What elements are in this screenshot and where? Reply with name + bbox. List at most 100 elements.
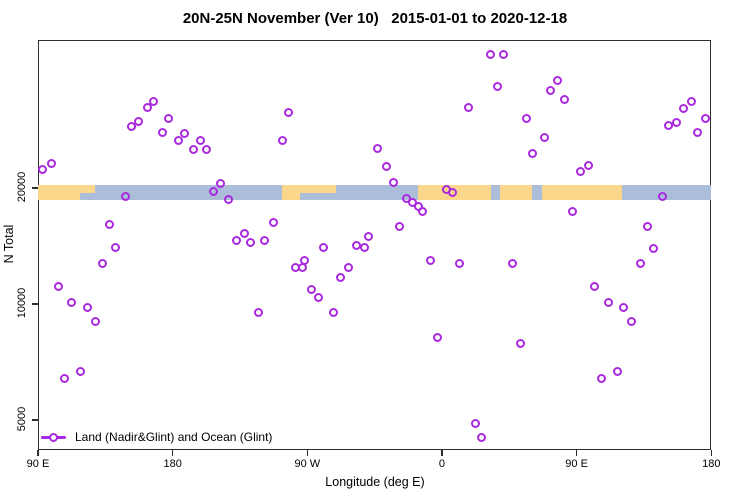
x-tick — [441, 450, 443, 456]
data-point — [516, 338, 526, 348]
data-point — [433, 332, 443, 342]
data-point — [679, 104, 689, 114]
data-point — [314, 292, 324, 302]
data-point — [583, 160, 593, 170]
x-tick — [710, 450, 713, 456]
data-point — [590, 282, 600, 291]
data-point — [560, 94, 570, 104]
map-strip-land — [38, 184, 80, 201]
x-axis-title: Longitude (deg E) — [325, 475, 425, 489]
y-axis-title: N Total — [2, 224, 16, 264]
y-tick — [32, 419, 38, 421]
y-tick-label: 10000 — [16, 287, 28, 319]
data-point — [613, 366, 623, 376]
data-point — [239, 229, 249, 239]
data-point — [455, 259, 465, 269]
data-point — [246, 238, 256, 248]
data-point — [60, 374, 70, 384]
data-point — [143, 103, 153, 113]
data-point — [576, 167, 586, 177]
data-point — [329, 308, 339, 318]
data-point — [402, 193, 412, 203]
data-point — [46, 159, 56, 169]
data-point — [493, 82, 503, 92]
map-strip-land — [542, 184, 622, 201]
data-point — [299, 255, 309, 265]
data-point — [381, 161, 391, 171]
y-tick-label: 20000 — [16, 171, 28, 203]
data-point — [254, 308, 264, 318]
data-point — [463, 103, 473, 113]
data-point — [38, 165, 48, 175]
x-tick-label: 180 — [702, 458, 721, 470]
data-point — [216, 179, 226, 189]
map-strip-land-coast — [79, 184, 95, 194]
data-point — [232, 236, 242, 246]
x-tick-label: 0 — [438, 458, 446, 470]
data-point — [545, 86, 555, 96]
legend-open-circle-icon — [49, 432, 58, 442]
x-tick — [171, 450, 174, 456]
plot-area — [38, 40, 711, 450]
data-point — [636, 259, 646, 269]
data-point — [447, 187, 457, 197]
data-point — [373, 144, 383, 154]
y-tick — [32, 303, 38, 305]
data-point — [336, 273, 346, 283]
data-point — [687, 96, 697, 106]
data-point — [413, 202, 423, 211]
data-point — [121, 192, 131, 202]
data-point — [619, 302, 629, 312]
legend-label: Land (Nadir&Glint) and Ocean (Glint) — [75, 430, 273, 444]
data-point — [148, 96, 158, 106]
data-point — [477, 433, 487, 443]
data-point — [394, 221, 404, 231]
data-point — [319, 243, 329, 253]
data-point — [173, 135, 183, 145]
x-tick-label: 180 — [163, 458, 182, 470]
data-point — [568, 206, 578, 216]
data-point — [75, 366, 85, 376]
data-point — [344, 263, 354, 273]
data-point — [604, 297, 614, 307]
data-point — [53, 282, 63, 291]
data-point — [307, 285, 317, 295]
data-point — [67, 297, 77, 307]
data-point — [627, 317, 637, 327]
data-point — [471, 418, 481, 428]
data-point — [260, 236, 270, 246]
data-point — [202, 145, 212, 155]
data-point — [284, 108, 294, 118]
x-tick — [306, 450, 309, 456]
data-point — [672, 118, 682, 128]
data-point — [425, 255, 435, 265]
map-strip-land-coast — [299, 184, 336, 194]
data-point — [269, 217, 279, 227]
x-tick — [37, 450, 39, 456]
data-point — [528, 149, 538, 159]
data-point — [111, 243, 121, 253]
data-point — [105, 219, 115, 229]
data-point — [701, 114, 711, 124]
data-point — [597, 374, 607, 384]
data-point — [98, 259, 108, 269]
data-point — [499, 49, 509, 59]
data-point — [539, 133, 549, 143]
data-point — [188, 145, 198, 155]
data-point — [209, 186, 219, 196]
map-strip-land — [500, 184, 532, 201]
data-point — [90, 317, 100, 327]
data-point — [507, 259, 517, 269]
data-point — [553, 76, 563, 86]
data-point — [83, 302, 93, 312]
data-point — [389, 177, 399, 187]
chart-title: 20N-25N November (Ver 10) 2015-01-01 to … — [182, 10, 568, 27]
data-point — [522, 114, 532, 124]
data-point — [649, 244, 659, 254]
data-point — [223, 194, 233, 204]
data-point — [157, 127, 167, 137]
data-point — [693, 127, 703, 137]
data-point — [359, 243, 369, 253]
data-point — [164, 114, 174, 124]
